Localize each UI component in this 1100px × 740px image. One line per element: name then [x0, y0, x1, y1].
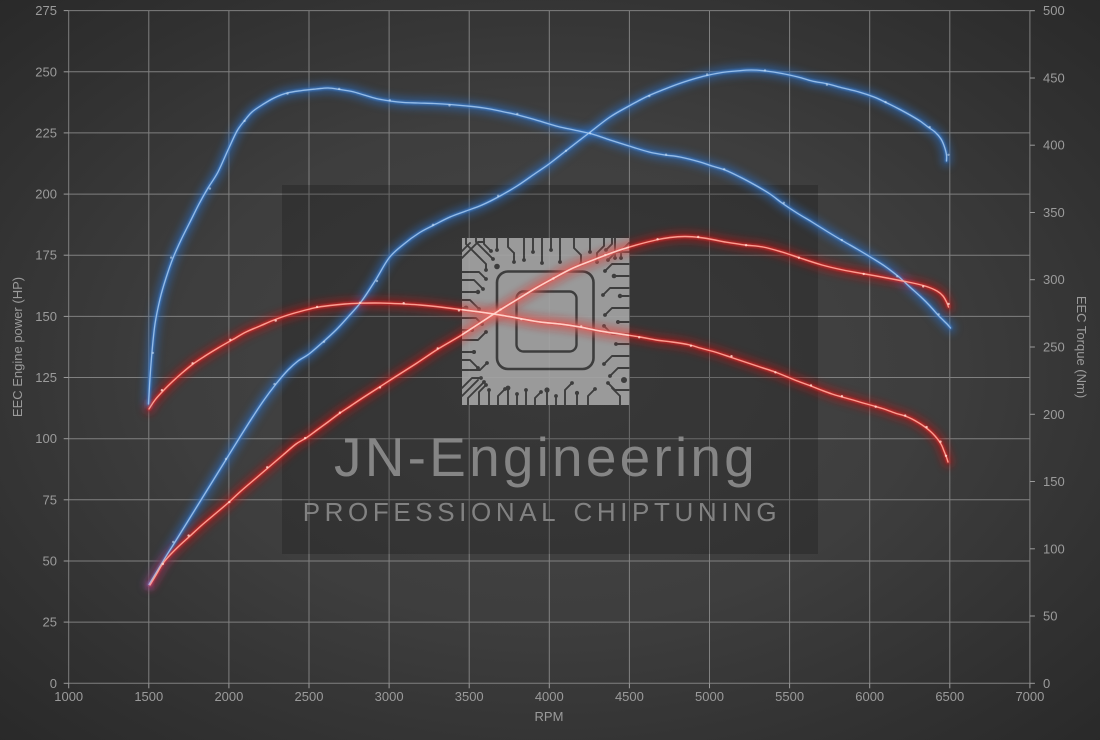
svg-text:400: 400 [1043, 138, 1065, 153]
svg-text:25: 25 [43, 615, 57, 630]
svg-text:5000: 5000 [695, 689, 724, 704]
svg-text:2000: 2000 [214, 689, 243, 704]
svg-text:200: 200 [1043, 407, 1065, 422]
svg-text:50: 50 [43, 554, 57, 569]
svg-text:6000: 6000 [855, 689, 884, 704]
svg-text:PROFESSIONAL CHIPTUNING: PROFESSIONAL CHIPTUNING [303, 497, 782, 527]
svg-text:250: 250 [35, 64, 57, 79]
svg-text:1500: 1500 [134, 689, 163, 704]
svg-text:175: 175 [35, 248, 57, 263]
svg-text:225: 225 [35, 125, 57, 140]
svg-text:250: 250 [1043, 340, 1065, 355]
svg-text:JN-Engineering: JN-Engineering [334, 426, 758, 488]
svg-text:150: 150 [35, 309, 57, 324]
svg-text:0: 0 [50, 676, 57, 691]
svg-text:RPM: RPM [535, 709, 564, 724]
svg-text:2500: 2500 [295, 689, 324, 704]
svg-text:100: 100 [1043, 541, 1065, 556]
svg-text:50: 50 [1043, 609, 1057, 624]
svg-text:3500: 3500 [455, 689, 484, 704]
svg-text:3000: 3000 [375, 689, 404, 704]
svg-text:7000: 7000 [1015, 689, 1044, 704]
svg-text:450: 450 [1043, 71, 1065, 86]
svg-text:1000: 1000 [54, 689, 83, 704]
svg-text:100: 100 [35, 431, 57, 446]
svg-text:6500: 6500 [935, 689, 964, 704]
svg-text:350: 350 [1043, 205, 1065, 220]
svg-text:125: 125 [35, 370, 57, 385]
svg-text:200: 200 [35, 187, 57, 202]
svg-text:0: 0 [1043, 676, 1050, 691]
svg-text:4000: 4000 [535, 689, 564, 704]
svg-text:EEC Torque (Nm): EEC Torque (Nm) [1074, 296, 1089, 398]
svg-text:500: 500 [1043, 3, 1065, 18]
svg-text:300: 300 [1043, 272, 1065, 287]
svg-text:75: 75 [43, 492, 57, 507]
svg-text:275: 275 [35, 3, 57, 18]
svg-text:150: 150 [1043, 474, 1065, 489]
svg-text:EEC Engine power (HP): EEC Engine power (HP) [10, 277, 25, 417]
svg-text:5500: 5500 [775, 689, 804, 704]
svg-text:4500: 4500 [615, 689, 644, 704]
